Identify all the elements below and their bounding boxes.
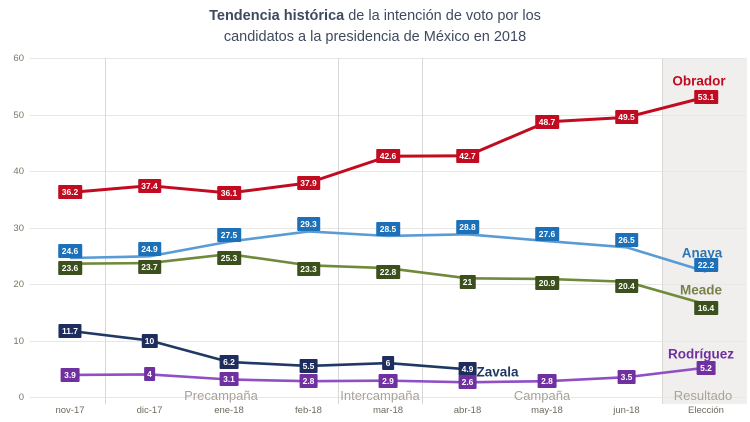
data-label-meade: 23.6 xyxy=(58,260,82,275)
data-label-anaya: 24.6 xyxy=(58,244,82,258)
data-label-obrador: 49.5 xyxy=(614,110,639,125)
y-axis-tick-label: 0 xyxy=(18,392,24,403)
data-label-obrador: 42.7 xyxy=(455,148,480,163)
data-label-rodríguez: 2.6 xyxy=(458,375,477,390)
series-name-label-meade: Meade xyxy=(679,282,723,298)
x-axis-tick-label: jun-18 xyxy=(613,405,640,416)
phase-divider-line xyxy=(422,58,423,404)
data-label-rodríguez: 2.9 xyxy=(378,373,398,388)
x-axis-tick-label: Elección xyxy=(688,405,724,416)
data-label-rodríguez: 3.9 xyxy=(60,367,80,382)
data-label-rodríguez: 5.2 xyxy=(696,360,716,375)
data-label-zavala: 5.5 xyxy=(299,358,318,373)
chart-title-rest: de la intención de voto por los xyxy=(344,8,541,24)
data-label-zavala: 4.9 xyxy=(458,362,477,377)
data-label-obrador: 42.6 xyxy=(376,149,400,164)
chart-title-line1: Tendencia histórica de la intención de v… xyxy=(0,6,750,27)
data-label-meade: 21 xyxy=(459,275,476,290)
data-label-meade: 20.9 xyxy=(535,275,559,290)
data-label-anaya: 29.3 xyxy=(296,217,321,232)
x-axis-tick-label: nov-17 xyxy=(55,405,85,416)
chart-title-line2: candidatos a la presidencia de México en… xyxy=(223,29,527,45)
series-name-label-rodríguez: Rodríguez xyxy=(668,346,734,362)
data-label-anaya: 24.9 xyxy=(137,242,162,257)
y-axis-tick-label: 10 xyxy=(13,335,24,347)
data-label-anaya: 22.2 xyxy=(694,257,718,272)
phase-label: Campaña xyxy=(513,388,571,403)
data-label-anaya: 27.5 xyxy=(217,227,241,242)
data-label-obrador: 48.7 xyxy=(535,114,559,129)
data-label-anaya: 26.5 xyxy=(614,233,639,248)
data-label-meade: 23.7 xyxy=(137,260,162,275)
y-axis-tick-label: 50 xyxy=(13,109,24,121)
data-label-anaya: 28.8 xyxy=(455,220,480,235)
data-label-obrador: 37.9 xyxy=(296,175,321,190)
chart-title: Tendencia histórica de la intención de v… xyxy=(0,6,750,48)
data-label-zavala: 10 xyxy=(141,333,158,348)
phase-label: Resultado xyxy=(673,388,733,403)
y-axis-tick-label: 20 xyxy=(13,279,24,290)
data-label-rodríguez: 3.1 xyxy=(219,372,239,387)
data-label-meade: 23.3 xyxy=(296,262,321,277)
data-label-rodríguez: 3.5 xyxy=(617,370,636,385)
phase-divider-line xyxy=(338,58,339,404)
series-line-meade xyxy=(69,252,707,306)
data-label-rodríguez: 2.8 xyxy=(537,374,557,389)
data-label-obrador: 37.4 xyxy=(137,178,162,193)
series-name-label-zavala: Zavala xyxy=(476,364,519,380)
x-axis-tick-label: mar-18 xyxy=(372,405,404,416)
y-axis-tick-label: 40 xyxy=(13,166,24,177)
data-label-zavala: 11.7 xyxy=(58,323,82,338)
x-axis-tick-label: ene-18 xyxy=(214,405,244,416)
y-gridline xyxy=(30,397,746,398)
series-name-label-anaya: Anaya xyxy=(681,245,723,261)
y-gridline xyxy=(30,58,746,59)
data-label-obrador: 36.2 xyxy=(58,185,82,200)
data-label-obrador: 36.1 xyxy=(217,186,241,201)
data-label-meade: 22.8 xyxy=(376,265,400,280)
data-label-anaya: 28.5 xyxy=(376,221,400,236)
data-label-rodríguez: 2.8 xyxy=(299,374,318,389)
series-line-obrador xyxy=(69,95,707,195)
y-gridline xyxy=(30,171,746,172)
data-label-meade: 20.4 xyxy=(614,278,639,293)
data-label-zavala: 6.2 xyxy=(219,354,239,369)
x-axis-tick-label: may-18 xyxy=(531,405,563,416)
series-line-zavala xyxy=(69,329,468,371)
phase-label: Intercampaña xyxy=(340,388,420,403)
y-gridline xyxy=(30,340,746,342)
x-axis-tick-label: abr-18 xyxy=(453,405,482,416)
phase-divider-line xyxy=(105,58,106,404)
data-label-rodríguez: 4 xyxy=(143,367,156,382)
x-axis-tick-label: dic-17 xyxy=(136,405,163,416)
phase-divider-line xyxy=(662,58,663,404)
chart-title-bold: Tendencia histórica xyxy=(209,8,345,24)
phase-label: Precampaña xyxy=(184,388,258,403)
y-gridline xyxy=(30,114,746,116)
series-line-anaya xyxy=(69,230,707,273)
data-label-zavala: 6 xyxy=(382,356,394,371)
election-highlight-region xyxy=(662,58,747,404)
x-axis-tick-label: feb-18 xyxy=(295,405,322,416)
series-name-label-obrador: Obrador xyxy=(672,73,726,89)
data-label-obrador: 53.1 xyxy=(694,89,718,104)
y-axis-tick-label: 60 xyxy=(13,53,24,64)
data-label-meade: 16.4 xyxy=(694,301,718,316)
data-label-anaya: 27.6 xyxy=(535,227,559,242)
y-axis-tick-label: 30 xyxy=(13,222,24,234)
y-gridline xyxy=(30,284,746,285)
data-label-meade: 25.3 xyxy=(217,251,241,266)
